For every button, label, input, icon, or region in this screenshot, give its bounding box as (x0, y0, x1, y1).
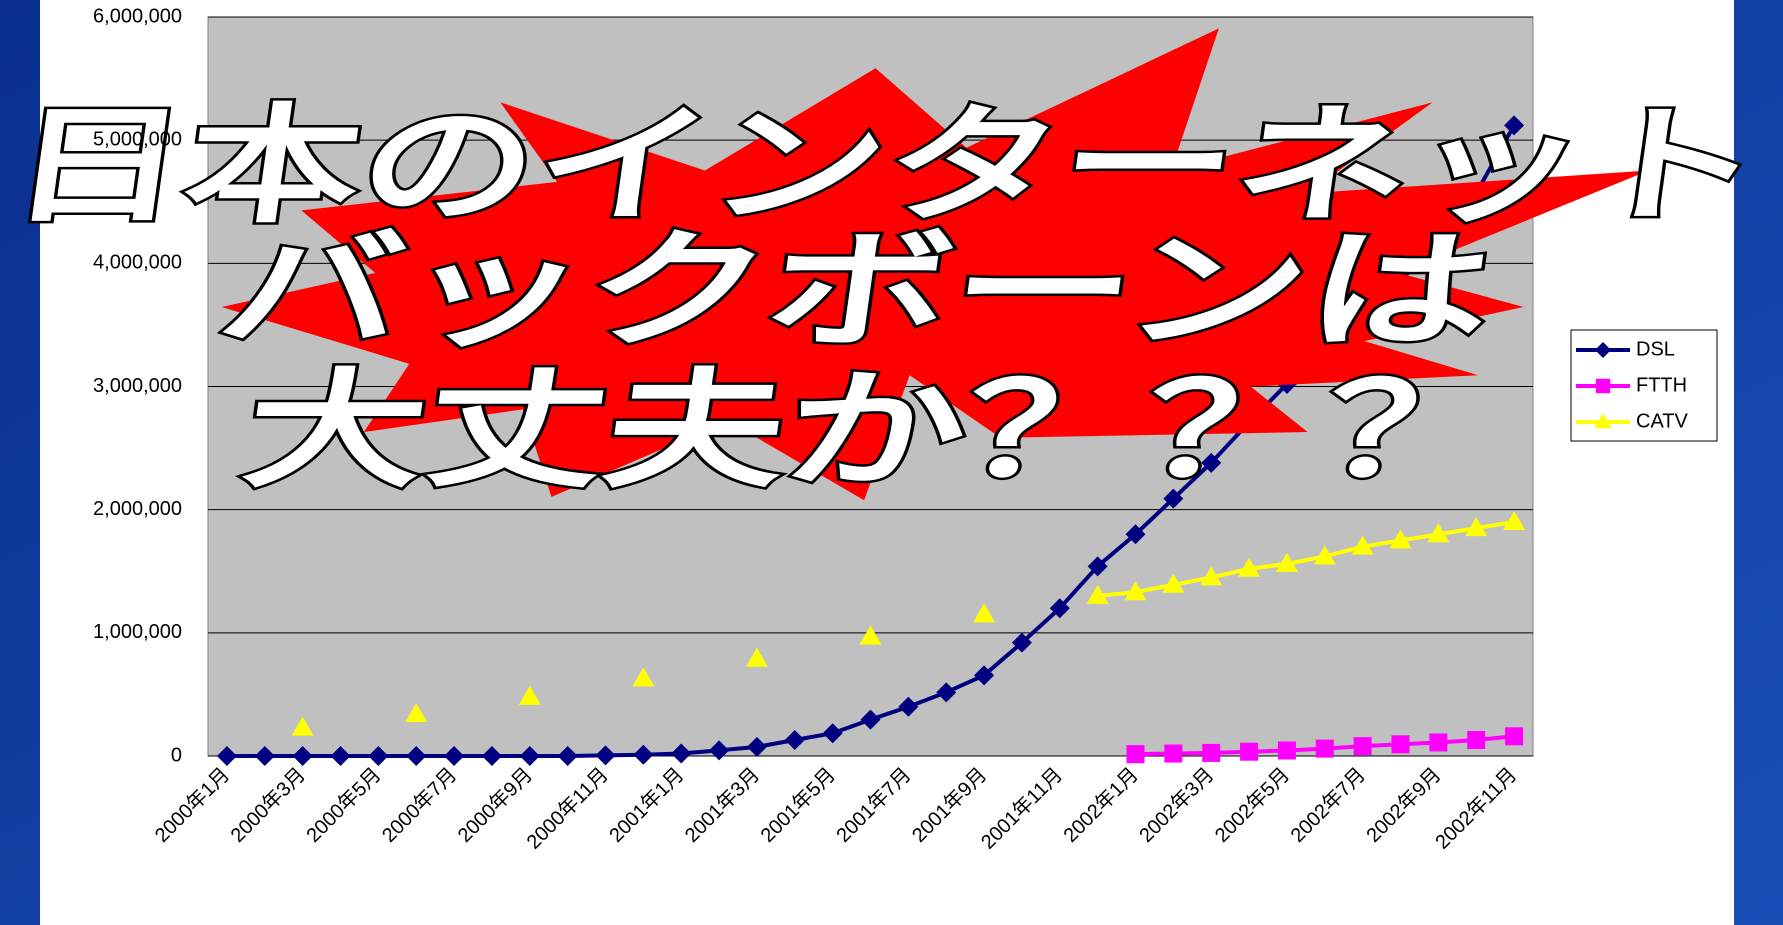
marker (859, 625, 882, 645)
marker (557, 746, 578, 766)
marker (1315, 739, 1334, 758)
marker (1240, 742, 1259, 761)
marker (974, 665, 995, 686)
marker (481, 746, 502, 766)
marker (1200, 566, 1223, 586)
marker (1126, 745, 1145, 764)
y-tick-label: 0 (171, 744, 182, 766)
marker (1124, 581, 1147, 601)
marker (1503, 510, 1526, 530)
marker (1011, 632, 1032, 653)
marker (1389, 529, 1412, 549)
marker (632, 667, 655, 687)
marker (745, 647, 768, 667)
marker (1504, 115, 1525, 136)
marker (595, 745, 616, 766)
legend: DSL FTTH CATV (1570, 329, 1718, 442)
overlay (221, 28, 1649, 501)
legend-marker (1595, 342, 1611, 358)
marker (291, 716, 314, 736)
overlay-title: バックボーンは (211, 218, 1502, 366)
marker (518, 685, 541, 705)
y-tick-label: 5,000,000 (93, 128, 182, 150)
marker (406, 746, 427, 766)
y-tick-label: 2,000,000 (93, 498, 182, 520)
marker (1125, 524, 1146, 545)
legend-label: DSL (1636, 338, 1675, 360)
marker (1086, 584, 1109, 604)
marker (1313, 545, 1336, 565)
y-tick-label: 6,000,000 (93, 5, 182, 27)
marker (1351, 535, 1374, 555)
marker (973, 603, 996, 623)
marker (860, 709, 881, 730)
marker (519, 746, 540, 766)
legend-label: FTTH (1636, 374, 1687, 396)
marker (330, 746, 351, 766)
marker (1277, 741, 1296, 760)
legend-marker (1595, 378, 1611, 394)
overlay-title: 大丈夫か？？？ (236, 358, 1517, 506)
marker (368, 746, 389, 766)
marker (633, 744, 654, 765)
y-tick-label: 4,000,000 (93, 252, 182, 274)
marker (1391, 735, 1410, 754)
marker (1163, 488, 1184, 509)
starburst (221, 28, 1649, 501)
marker (254, 746, 275, 766)
marker (936, 682, 957, 703)
marker (1275, 552, 1298, 572)
overlay-title: 日本のインターネット (1, 93, 1772, 241)
marker (292, 746, 313, 766)
marker (1164, 744, 1183, 763)
marker (1202, 743, 1221, 762)
marker (1087, 556, 1108, 577)
marker (1427, 523, 1450, 543)
marker (709, 740, 730, 761)
marker (216, 746, 237, 766)
marker (898, 696, 919, 717)
marker (1201, 452, 1222, 473)
marker (1049, 598, 1070, 619)
legend-marker (1594, 413, 1612, 429)
marker (1238, 557, 1261, 577)
marker (1429, 733, 1448, 752)
marker (444, 746, 465, 766)
marker (746, 736, 767, 757)
y-tick-label: 1,000,000 (93, 621, 182, 643)
marker (822, 723, 843, 744)
marker (671, 743, 692, 764)
marker (405, 703, 428, 723)
marker (1353, 737, 1372, 756)
marker (1162, 573, 1185, 593)
legend-label: CATV (1636, 410, 1689, 432)
marker (1505, 727, 1524, 746)
y-tick-label: 3,000,000 (93, 375, 182, 397)
marker (1467, 730, 1486, 749)
marker (784, 729, 805, 750)
marker (1465, 517, 1488, 537)
